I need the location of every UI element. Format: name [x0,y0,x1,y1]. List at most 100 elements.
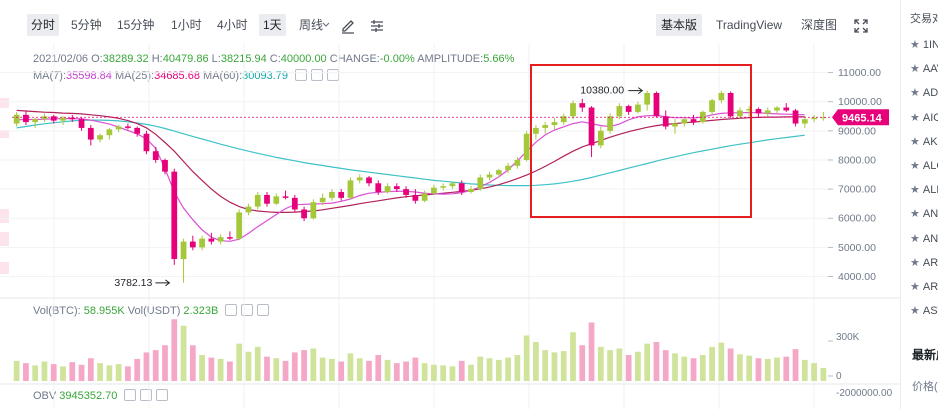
timeframe-4h[interactable]: 4小时 [217,18,248,32]
candle-body [319,197,326,203]
candle [60,116,66,126]
volume-bar [393,363,400,381]
view-basic[interactable]: 基本版 [656,14,703,36]
volume-bar [143,352,150,381]
indicator-settings-icon[interactable] [369,18,385,34]
candle [171,168,178,265]
candle-body [273,196,280,204]
star-icon[interactable]: ★ [910,111,920,124]
volume-bar [653,342,660,381]
star-icon[interactable]: ★ [910,87,920,100]
star-icon[interactable]: ★ [910,208,920,221]
pair-list-item[interactable]: ★ANT/BTC [910,232,938,245]
volume-bar [301,350,307,381]
candle-body [421,193,428,201]
timeframe-5m[interactable]: 5分钟 [71,18,102,32]
candle-body [199,238,205,248]
candle [542,122,549,134]
star-icon[interactable]: ★ [910,63,920,76]
volume-bar [477,356,484,381]
candle [199,235,205,251]
star-icon[interactable]: ★ [910,135,920,148]
pair-list-item[interactable]: ★ALPHA/BTC [910,183,938,196]
star-icon[interactable]: ★ [910,281,920,293]
high-label: H: [151,53,163,65]
view-tradingview[interactable]: TradingView [716,18,783,32]
candle-body [495,170,502,175]
eye-icon[interactable] [295,69,308,81]
volume-axis-label: 0 [836,371,842,382]
pair-list-item[interactable]: ★ADA/BTC [910,86,938,99]
candle-body [774,107,780,111]
settings-icon[interactable] [311,69,324,81]
candle [764,107,771,117]
pair-list-item[interactable]: ★ARPA/BTC [910,280,938,293]
candle-body [820,117,827,119]
volume-bar [23,363,29,381]
star-icon[interactable]: ★ [910,232,920,245]
volume-bar [97,363,103,381]
candle [486,171,493,181]
close-icon[interactable] [257,304,270,316]
star-icon[interactable]: ★ [910,39,920,51]
timeframe-1d[interactable]: 1天 [259,14,286,36]
timeframe-15m[interactable]: 15分钟 [117,18,155,32]
candle-body [393,186,400,190]
open-label: O: [91,53,103,65]
eye-icon[interactable] [225,304,238,316]
candle-body [50,116,57,121]
settings-icon[interactable] [140,389,153,401]
timeframe-1w[interactable]: 周线 [299,18,324,32]
timeframe-1h[interactable]: 1小时 [171,18,202,32]
pair-name: ALGO/BTC [922,160,938,172]
candle-body [310,202,317,219]
candle [189,235,196,251]
eye-icon[interactable] [124,389,137,401]
pair-list-item[interactable]: ★ANKR/BTC [910,207,938,220]
candle-body [616,106,623,117]
close-icon[interactable] [156,389,169,401]
candle [801,116,808,128]
candle-body [431,187,437,194]
pair-list-item[interactable]: ★AION/BTC [910,111,938,124]
fullscreen-icon[interactable] [853,18,869,34]
pair-list-item[interactable]: ★AKRO/BTC [910,135,938,148]
candle [282,190,289,200]
pair-list-item[interactable]: ★AAVE/BTC [910,62,938,75]
amplitude-value: 5.66% [483,53,515,65]
pair-list-item[interactable]: ★AST/BTC [910,304,938,317]
volume-bar [820,368,827,381]
volume-info: Vol(BTC): 58.955K Vol(USDT) 2.323B [33,304,270,317]
candle [792,108,799,127]
volume-bar [746,355,753,381]
price-chart[interactable]: 300K 0 -2000000.00 10380.00 3782.13 11000.0… [0,0,900,409]
timeframe-realtime[interactable]: 分时 [27,14,60,36]
candle-body [635,104,641,112]
star-icon[interactable]: ★ [910,184,920,197]
volume-bar [560,351,567,381]
candle-body [87,127,94,140]
pair-list-item[interactable]: ★ARDR/BTC [910,256,938,269]
chevron-down-icon[interactable] [322,22,330,28]
volume-bar [718,342,725,381]
pencil-icon[interactable] [340,18,356,34]
candle [737,107,743,120]
candle [783,103,790,112]
candle-body [227,237,233,239]
volume-bar [551,352,558,381]
star-icon[interactable]: ★ [910,160,920,172]
settings-icon[interactable] [241,304,254,316]
pair-list-item[interactable]: ★1INCH/BTC [910,38,938,51]
left-edge-marker [0,262,9,274]
view-depth[interactable]: 深度图 [801,18,838,32]
volume-bar [644,343,651,381]
change-value: -0.00% [379,53,415,65]
star-icon[interactable]: ★ [910,305,920,318]
candle-body [162,159,168,172]
star-icon[interactable]: ★ [910,256,920,269]
volume-bar [254,346,261,381]
candle [449,181,456,190]
pair-name: 1INCH/BTC [922,39,938,51]
pair-list-item[interactable]: ★ALGO/BTC [910,159,938,172]
candle [505,162,511,174]
